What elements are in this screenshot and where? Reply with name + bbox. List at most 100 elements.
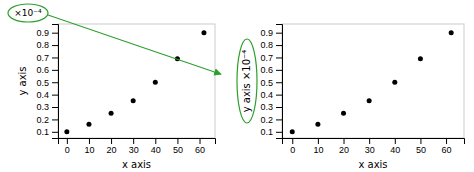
y-tick-mark: [52, 70, 58, 71]
y-tick: 0.2: [260, 115, 282, 125]
x-tick-mark: [111, 138, 112, 144]
x-tick-label: 20: [107, 145, 117, 155]
x-tick-label: 40: [151, 145, 161, 155]
y-tick-mark: [276, 119, 282, 120]
x-tick: 50: [173, 138, 183, 155]
y-tick-label: 0.4: [36, 90, 49, 100]
y-tick-mark: [52, 119, 58, 120]
arrow: [48, 15, 221, 74]
x-tick-mark: [200, 138, 201, 144]
x-axis: 0102030405060: [283, 138, 465, 155]
point: [153, 80, 158, 85]
y-tick-mark: [52, 45, 58, 46]
y-tick-mark: [276, 45, 282, 46]
x-tick-label: 0: [65, 145, 70, 155]
y-tick: 0.1: [36, 127, 58, 137]
y-tick: 0.6: [260, 65, 282, 75]
point: [86, 122, 91, 127]
plot-frame: [282, 24, 464, 138]
y-axis: 0.1 0.2 0.3 0.4 0.5 0.6 0.7 0.8 0.9: [260, 25, 282, 139]
y-tick-label: 0.7: [36, 53, 49, 63]
figure: 0 10 20 30 40 50 60 0.1 0.2 0.3 0.4 0.5 0.6 0.7 0.8 0.9…: [0, 0, 474, 172]
x-axis: 0 10 20 30 40 50 60: [59, 138, 216, 155]
x-tick-mark: [318, 138, 319, 144]
x-tick-mark: [292, 138, 293, 144]
point: [201, 30, 206, 35]
y-tick-mark: [276, 107, 282, 108]
panel: 01020304050600.10.20.30.40.50.60.70.80.9…: [8, 4, 221, 170]
point: [418, 56, 423, 61]
point: [315, 122, 320, 127]
y-tick: 0.2: [36, 115, 58, 125]
y-tick-label: 0.8: [36, 40, 49, 50]
y-tick: 0.7: [260, 53, 282, 63]
y-tick: 0.1: [260, 127, 282, 137]
y-tick: 0.4: [36, 90, 58, 100]
x-axis-line: [59, 139, 216, 145]
x-tick-mark: [446, 138, 447, 144]
y-tick-label: 0.1: [260, 127, 273, 137]
x-tick: 0: [290, 138, 295, 155]
y-tick-mark: [276, 132, 282, 133]
y-tick: 0.5: [260, 78, 282, 88]
point: [367, 98, 372, 103]
x-tick: 60: [195, 138, 205, 155]
y-tick-label: 0.9: [260, 28, 273, 38]
y-tick: 0.8: [260, 40, 282, 50]
y-tick-label: 0.5: [36, 78, 49, 88]
x-tick-mark: [369, 138, 370, 144]
x-tick: 20: [107, 138, 117, 155]
x-tick-label: 10: [84, 145, 94, 155]
y-tick-mark: [52, 107, 58, 108]
y-tick-label: 0.1: [36, 127, 49, 137]
y-tick-label: 0.3: [36, 102, 49, 112]
x-tick-label: 10: [313, 145, 323, 155]
y-axis: 0.10.20.30.40.50.60.70.80.9: [36, 25, 58, 139]
y-tick: 0.6: [36, 65, 58, 75]
x-tick-mark: [177, 138, 178, 144]
point: [64, 129, 69, 134]
x-tick-label: 60: [442, 145, 452, 155]
scale-label: ×10⁻⁴: [14, 8, 42, 18]
y-tick: 0.3: [36, 102, 58, 112]
x-tick: 60: [442, 138, 452, 155]
y-tick-mark: [276, 57, 282, 58]
x-tick: 30: [365, 138, 375, 155]
y-tick-mark: [276, 82, 282, 83]
y-tick-mark: [52, 57, 58, 58]
x-tick-label: 30: [365, 145, 375, 155]
y-tick-mark: [276, 95, 282, 96]
x-tick-label: 30: [129, 145, 139, 155]
point: [341, 111, 346, 116]
y-tick-mark: [276, 33, 282, 34]
x-tick: 40: [151, 138, 161, 155]
y-tick-label: 0.8: [260, 40, 273, 50]
y-tick-label: 0.3: [260, 102, 273, 112]
x-tick-mark: [395, 138, 396, 144]
x-tick: 40: [390, 138, 400, 155]
x-tick: 50: [416, 138, 426, 155]
y-tick-mark: [276, 70, 282, 71]
y-tick-mark: [52, 33, 58, 34]
highlight-ellipse: [8, 4, 48, 22]
x-tick-mark: [155, 138, 156, 144]
y-axis-line: [276, 25, 283, 139]
y-tick: 0.8: [36, 40, 58, 50]
y-axis-title: y axis: [17, 66, 28, 95]
x-tick: 30: [129, 138, 139, 155]
x-tick-label: 50: [416, 145, 426, 155]
y-tick-label: 0.4: [260, 90, 273, 100]
y-axis-title: y axis ×10⁻⁴: [241, 50, 252, 113]
y-tick: 0.9: [260, 28, 282, 38]
x-tick: 0: [65, 138, 70, 155]
y-tick-mark: [52, 132, 58, 133]
y-tick-label: 0.2: [36, 115, 49, 125]
point: [109, 111, 114, 116]
points: [290, 30, 454, 134]
highlight-ellipse: [237, 39, 257, 123]
y-tick-mark: [52, 82, 58, 83]
y-tick: 0.7: [36, 53, 58, 63]
x-tick: 10: [313, 138, 323, 155]
y-tick-mark: [52, 95, 58, 96]
x-axis-title: x axis: [122, 159, 151, 170]
